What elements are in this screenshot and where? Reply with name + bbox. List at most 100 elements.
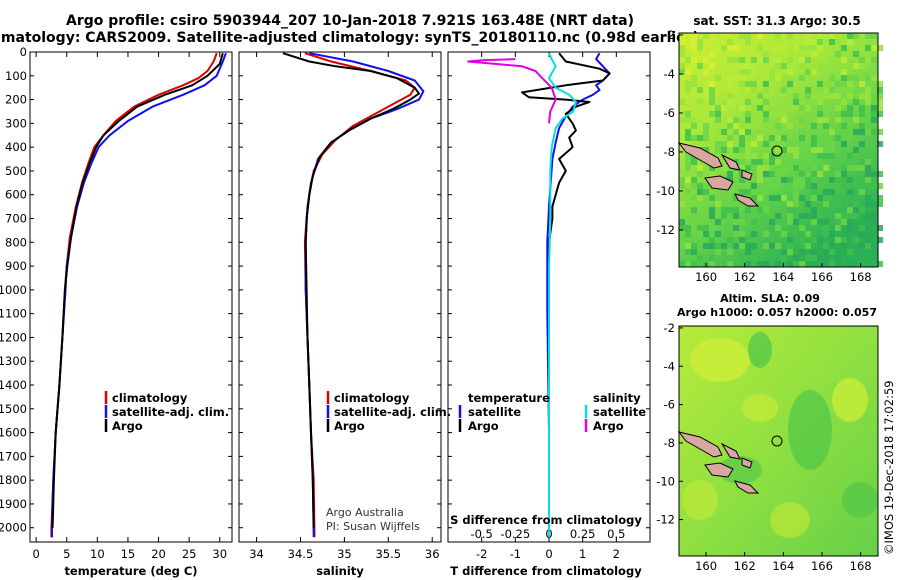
temperature-xlabel: temperature (deg C) — [64, 564, 197, 578]
map-lon-label: 166 — [811, 270, 833, 284]
map-lat-label: -8 — [664, 145, 675, 159]
legend-label-argo: Argo — [334, 419, 365, 433]
depth-tick-label: 500 — [5, 164, 27, 178]
s-difference-xlabel: S difference from climatology — [450, 513, 642, 527]
sla-islands — [677, 431, 760, 494]
legend-label-climatology: climatology — [334, 391, 410, 405]
sla-map-title-2: Argo h1000: 0.057 h2000: 0.057 — [677, 306, 877, 319]
x-tick-label: -1 — [510, 547, 521, 561]
x-tick-label: 36 — [425, 547, 440, 561]
legend-label-t-satellite: satellite — [468, 405, 521, 419]
map-lon-label: 160 — [695, 559, 717, 573]
temperature-satellite-line — [51, 52, 227, 538]
sst-map-title: sat. SST: 31.3 Argo: 30.5 — [693, 14, 860, 28]
depth-tick-label: 1800 — [0, 473, 27, 487]
sla-map — [677, 325, 879, 557]
tick-marks — [30, 51, 650, 542]
legend-label-s-argo: Argo — [593, 419, 624, 433]
salinity-satellite-line — [304, 52, 425, 538]
depth-tick-label: 200 — [5, 93, 27, 107]
s-difference-tick-label: -0.25 — [500, 527, 530, 541]
depth-tick-label: 1400 — [0, 378, 27, 392]
s-difference-tick-label: 0.5 — [607, 527, 625, 541]
x-tick-label: 5 — [63, 547, 70, 561]
map-lon-label: 164 — [772, 559, 794, 573]
salinity-xlabel: salinity — [316, 564, 364, 578]
sla-float-marker — [771, 435, 783, 447]
x-tick-label: 25 — [182, 547, 197, 561]
x-tick-labels: 0 5 10 15 20 25 30 34 34.5 35 35.5 36 -2 -1 0 1 2 -0.5 -0.… — [32, 527, 625, 561]
temperature-legend: climatology satellite-adj. clim. Argo — [104, 391, 229, 433]
x-tick-label: 0 — [32, 547, 39, 561]
temperature-climatology-line — [50, 52, 218, 538]
depth-tick-label: 300 — [5, 116, 27, 130]
map-lon-label: 160 — [695, 270, 717, 284]
sst-map-frame — [678, 32, 879, 268]
s-difference-satellite-line — [548, 52, 577, 538]
depth-tick-label: 400 — [5, 140, 27, 154]
x-tick-label: 1 — [579, 547, 586, 561]
legend-label-s-satellite: satellite — [593, 405, 646, 419]
sst-field-texture — [679, 33, 883, 267]
map-lat-label: -10 — [656, 184, 675, 198]
map-lat-label: -6 — [664, 106, 675, 120]
x-tick-label: 30 — [212, 547, 227, 561]
depth-tick-label: 1500 — [0, 402, 27, 416]
map-lat-label: -4 — [664, 67, 675, 81]
difference-series — [467, 52, 611, 538]
map-lat-label: -2 — [664, 28, 675, 42]
salinity-legend: climatology satellite-adj. clim. Argo — [326, 391, 451, 433]
s-difference-tick-label: 0.25 — [570, 527, 596, 541]
depth-tick-label: 100 — [5, 69, 27, 83]
x-tick-label: 20 — [151, 547, 166, 561]
depth-tick-label: 1900 — [0, 497, 27, 511]
x-tick-label: 35 — [337, 547, 352, 561]
s-difference-argo-line — [467, 58, 557, 124]
t-difference-xlabel: T difference from climatology — [450, 564, 642, 578]
depth-tick-label: 1700 — [0, 449, 27, 463]
temperature-panel-frame — [29, 51, 233, 543]
salinity-climatology-line — [303, 52, 416, 538]
salinity-argo-line — [282, 52, 420, 528]
map-tick-labels: 160 162 164 166 168 -2 -4 -6 -8 -10 -12 160 162 164 16… — [656, 28, 871, 573]
difference-legend: temperature satellite Argo salinity sate… — [458, 391, 646, 433]
title-line-1: Argo profile: csiro 5903944_207 10-Jan-2… — [66, 13, 634, 29]
depth-tick-label: 600 — [5, 188, 27, 202]
map-lon-label: 164 — [772, 270, 794, 284]
sst-islands — [677, 142, 760, 207]
sla-map-frame — [678, 325, 879, 557]
map-lon-label: 162 — [734, 270, 756, 284]
map-lat-label: -12 — [656, 513, 675, 527]
depth-tick-label: 900 — [5, 259, 27, 273]
map-lon-label: 168 — [850, 559, 872, 573]
argo-note-line-1: Argo Australia — [326, 506, 404, 519]
t-difference-argo-line — [521, 52, 611, 290]
title-line-2: Climatology: CARS2009. Satellite-adjuste… — [0, 30, 699, 46]
map-lat-label: -6 — [664, 398, 675, 412]
temperature-series — [50, 52, 227, 538]
legend-label-satellite: satellite-adj. clim. — [334, 405, 451, 419]
map-lon-label: 162 — [734, 559, 756, 573]
x-tick-label: 35.5 — [375, 547, 401, 561]
x-tick-label: 15 — [121, 547, 136, 561]
map-lat-label: -4 — [664, 359, 675, 373]
sla-field-texture — [682, 332, 878, 538]
legend-label-argo: Argo — [112, 419, 143, 433]
depth-tick-label: 700 — [5, 212, 27, 226]
depth-tick-label: 1300 — [0, 354, 27, 368]
legend-label-climatology: climatology — [112, 391, 188, 405]
legend-title-temperature: temperature — [468, 391, 550, 405]
map-lat-label: -10 — [656, 474, 675, 488]
map-lat-label: -2 — [664, 321, 675, 335]
x-tick-label: 34.5 — [288, 547, 314, 561]
legend-label-t-argo: Argo — [468, 419, 499, 433]
map-lat-label: -12 — [656, 223, 675, 237]
sst-float-marker — [771, 145, 783, 157]
depth-tick-label: 800 — [5, 235, 27, 249]
depth-tick-label: 1600 — [0, 426, 27, 440]
depth-tick-label: 1200 — [0, 330, 27, 344]
map-lon-label: 168 — [850, 270, 872, 284]
salinity-panel-frame — [238, 51, 442, 543]
x-tick-label: 2 — [613, 547, 620, 561]
x-tick-label: -2 — [476, 547, 487, 561]
